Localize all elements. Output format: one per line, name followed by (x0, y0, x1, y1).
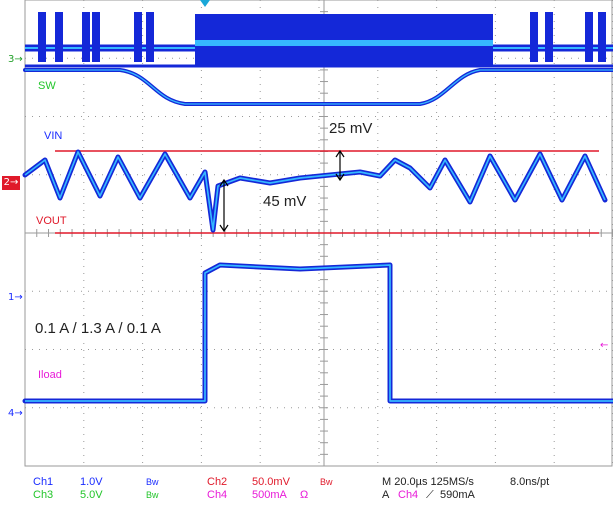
ch4-iload-trace-core (25, 264, 613, 402)
ch2-arrow-icon: → (9, 177, 19, 188)
droop-dimension-arrow-head-top (219, 178, 229, 187)
ch2-scale: 50.0mV (252, 476, 290, 488)
sw-level-trace-core (25, 69, 613, 105)
trigger-mode: A (382, 489, 390, 501)
ch3-switching-burst (530, 12, 538, 62)
ch4-arrow-icon: → (14, 408, 23, 419)
ch2-bandwidth-limit: Bw (320, 477, 333, 487)
ch3-switching-burst (545, 12, 553, 62)
droop-dimension-arrow-head-bottom (219, 224, 229, 233)
ch1-name: Ch1 (33, 476, 54, 488)
ch1-bandwidth-limit: Bw (146, 477, 159, 487)
trace-label-vin: VIN (44, 130, 63, 142)
trace-label-sw: SW (38, 80, 56, 92)
ch3-arrow-icon: → (14, 54, 23, 65)
ripple-dimension-arrow-head-top (335, 149, 345, 158)
ch3-switching-burst (134, 12, 142, 62)
ch3-switching-burst (55, 12, 63, 62)
resolution-readout: 8.0ns/pt (510, 476, 550, 488)
ch1-marker: 1→ (8, 292, 23, 303)
ripple-annotation: 25 mV (328, 120, 374, 137)
ch4-marker: 4→ (8, 408, 23, 419)
ch3-switching-burst (92, 12, 100, 62)
trace-label-vout: VOUT (36, 215, 67, 227)
load-step-annotation: 0.1 A / 1.3 A / 0.1 A (34, 320, 162, 337)
ch3-switching-burst (585, 12, 593, 62)
trigger-position-icon (200, 0, 210, 7)
graticule-border (24, 0, 613, 467)
trigger-slope-icon: ⟋ (426, 488, 434, 501)
ch3-continuous-switching-highlight (195, 40, 493, 46)
ch3-switching-burst (146, 12, 154, 62)
ch1-arrow-icon: → (14, 292, 23, 303)
ch2-marker: 2→ (2, 176, 20, 190)
ch3-switching-burst (598, 12, 606, 62)
trigger-level-arrow-icon: ← (600, 340, 609, 351)
ripple-dimension-arrow-head-bottom (335, 173, 345, 182)
ch3-name: Ch3 (33, 489, 54, 501)
ch2-name: Ch2 (207, 476, 228, 488)
trace-label-iload: Iload (38, 369, 62, 381)
timebase-readout: M 20.0µs 125MS/s (382, 476, 474, 488)
ch4-scale: 500mA (252, 489, 287, 501)
ch3-marker: 3→ (8, 54, 23, 65)
trigger-source: Ch4 (398, 489, 419, 501)
ch1-scale: 1.0V (80, 476, 103, 488)
ch3-switching-burst (38, 12, 46, 62)
ch3-scale: 5.0V (80, 489, 103, 501)
waveform-traces (22, 12, 613, 404)
ch4-unit: Ω (300, 489, 309, 501)
trigger-level: 590mA (440, 489, 475, 501)
ch2-vout-trace-core (24, 151, 606, 231)
ch3-switching-burst (82, 12, 90, 62)
droop-annotation: 45 mV (262, 193, 308, 210)
ch3-bandwidth-limit: Bw (146, 490, 159, 500)
ch4-name: Ch4 (207, 489, 228, 501)
